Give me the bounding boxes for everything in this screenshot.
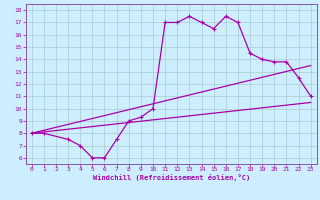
X-axis label: Windchill (Refroidissement éolien,°C): Windchill (Refroidissement éolien,°C) (92, 174, 250, 181)
